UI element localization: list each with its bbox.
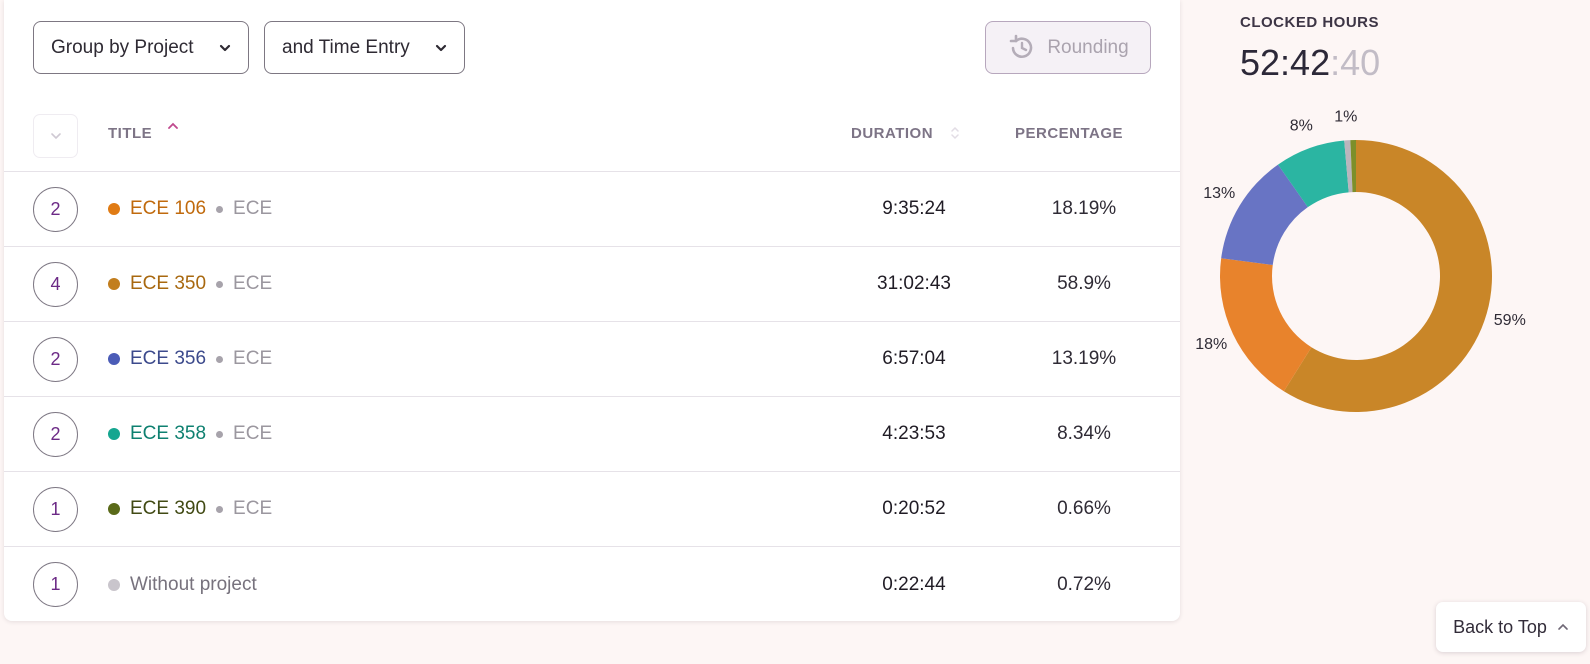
duration-column-header[interactable]: DURATION (851, 125, 934, 142)
donut-slice-ece-106[interactable] (1220, 258, 1312, 392)
report-card: Group by Project and Time Entry Rounding… (4, 0, 1180, 621)
back-to-top-button[interactable]: Back to Top (1436, 602, 1586, 652)
chevron-down-icon (50, 133, 61, 140)
donut-slice-label: 13% (1203, 185, 1235, 202)
project-title: Without project (108, 574, 257, 596)
table-header: TITLE DURATION PERCENTAGE (4, 112, 1180, 172)
subgroup-label: and Time Entry (282, 36, 410, 58)
project-title: ECE 356 ECE (108, 348, 272, 370)
table-row[interactable]: 2 ECE 358 ECE 4:23:53 8.34% (4, 397, 1180, 472)
donut-slice-label: 59% (1494, 312, 1526, 329)
duration-donut-chart: 59% 18% 13% 8% 1% (1196, 108, 1526, 412)
percentage-cell: 58.9% (1057, 273, 1111, 294)
history-icon (1010, 34, 1033, 58)
project-name: ECE 350 (130, 273, 207, 294)
duration-cell: 0:20:52 (882, 498, 946, 519)
donut-slice-label: 18% (1196, 336, 1227, 353)
donut-slice-without-project[interactable] (1344, 140, 1353, 193)
subgroup-select[interactable]: and Time Entry (264, 21, 465, 74)
table-row[interactable]: 2 ECE 356 ECE 6:57:04 13.19% (4, 322, 1180, 397)
donut-slice-label: 1% (1334, 108, 1357, 125)
entry-count-badge[interactable]: 2 (33, 336, 78, 382)
clocked-hours-main: 52:42 (1240, 42, 1331, 83)
duration-cell: 0:22:44 (882, 573, 946, 595)
back-to-top-label: Back to Top (1453, 616, 1547, 637)
duration-cell: 31:02:43 (877, 273, 951, 294)
client-name: ECE (233, 498, 273, 519)
clocked-hours-title: CLOCKED HOURS (1240, 14, 1380, 31)
chevron-down-icon (435, 44, 447, 51)
percentage-column-header[interactable]: PERCENTAGE (1015, 125, 1124, 142)
project-name: ECE 390 (130, 498, 207, 519)
chevron-down-icon (219, 44, 231, 51)
percentage-cell: 18.19% (1051, 198, 1117, 219)
table-row[interactable]: 1 ECE 390 ECE 0:20:52 0.66% (4, 472, 1180, 547)
project-name: ECE 356 (130, 348, 207, 369)
rounding-button[interactable]: Rounding (985, 21, 1151, 74)
clocked-hours-seconds: :40 (1330, 42, 1381, 83)
table-row[interactable]: 4 ECE 350 ECE 31:02:43 58.9% (4, 247, 1180, 322)
client-name: ECE (233, 198, 273, 219)
percentage-cell: 8.34% (1057, 423, 1111, 444)
client-name: ECE (233, 273, 273, 294)
project-title: ECE 106 ECE (108, 198, 272, 220)
expand-all-button[interactable] (33, 114, 78, 158)
client-name: ECE (233, 348, 273, 369)
client-name: ECE (233, 423, 273, 444)
entry-count-badge[interactable]: 2 (33, 186, 78, 232)
table-row[interactable]: 2 ECE 106 ECE 9:35:24 18.19% (4, 172, 1180, 247)
donut-slice-ece-356[interactable] (1221, 164, 1308, 266)
project-color-dot (108, 578, 120, 591)
donut-slice-label: 8% (1290, 118, 1313, 135)
donut-slice-ece-358[interactable] (1278, 140, 1349, 208)
project-color-dot (108, 503, 120, 515)
separator-dot (216, 280, 224, 288)
percentage-cell: 0.66% (1057, 498, 1111, 519)
title-column-header[interactable]: TITLE (108, 125, 153, 142)
donut-slice-ece-390[interactable] (1350, 140, 1356, 193)
project-name: Without project (130, 573, 257, 595)
percentage-cell: 13.19% (1051, 348, 1117, 369)
donut-slice-ece-350[interactable] (1283, 140, 1492, 412)
project-color-dot (108, 353, 120, 365)
entry-count-badge[interactable]: 4 (33, 261, 78, 307)
project-title: ECE 390 ECE (108, 498, 272, 520)
project-name: ECE 358 (130, 423, 207, 444)
entry-count-badge[interactable]: 2 (33, 411, 78, 457)
project-title: ECE 350 ECE (108, 273, 272, 295)
duration-cell: 6:57:04 (882, 348, 946, 369)
sort-ascending-icon[interactable] (167, 120, 179, 132)
clocked-hours-value: 52:42:40 (1240, 42, 1380, 84)
project-color-dot (108, 278, 120, 290)
duration-cell: 9:35:24 (882, 198, 946, 219)
project-color-dot (108, 203, 120, 215)
entry-count-badge[interactable]: 1 (33, 486, 78, 532)
percentage-cell: 0.72% (1057, 573, 1111, 595)
group-by-select[interactable]: Group by Project (33, 21, 249, 74)
project-name: ECE 106 (130, 198, 207, 219)
separator-dot (216, 430, 224, 438)
separator-dot (216, 355, 224, 363)
duration-cell: 4:23:53 (882, 423, 946, 444)
project-title: ECE 358 ECE (108, 423, 272, 445)
sort-icon[interactable] (949, 123, 961, 143)
project-color-dot (108, 428, 120, 440)
group-by-label: Group by Project (51, 36, 194, 58)
separator-dot (216, 205, 224, 213)
separator-dot (216, 505, 224, 513)
rounding-label: Rounding (1047, 36, 1129, 58)
entry-count-badge[interactable]: 1 (33, 562, 78, 607)
table-row[interactable]: 1 Without project 0:22:44 0.72% (4, 547, 1180, 622)
chevron-up-icon (1558, 623, 1568, 630)
